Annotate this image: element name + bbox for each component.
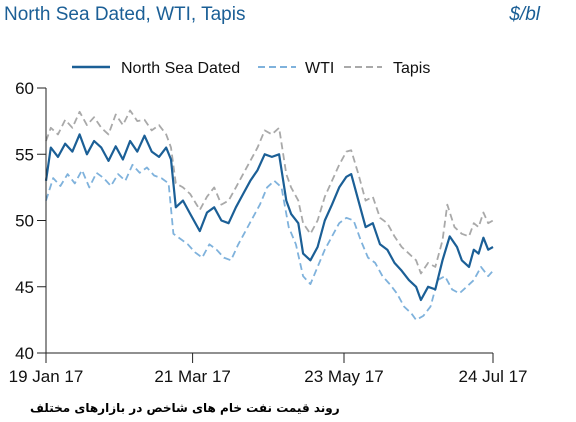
chart-caption: روند قیمت نفت خام های شاخص در بازارهای م… bbox=[30, 401, 340, 415]
legend-label-wti: WTI bbox=[305, 60, 334, 77]
series-line-tapis bbox=[45, 109, 494, 275]
x-tick-label: 23 May 17 bbox=[304, 367, 383, 386]
chart-legend: North Sea Dated WTI Tapis bbox=[72, 60, 430, 77]
y-tick-label: 55 bbox=[15, 145, 34, 164]
line-chart: North Sea Dated WTI Tapis 40 45 50 55 60 19 Jan… bbox=[9, 60, 528, 386]
y-tick-label: 45 bbox=[15, 278, 34, 297]
y-tick-label: 50 bbox=[15, 212, 34, 231]
chart-title: North Sea Dated, WTI, Tapis bbox=[4, 4, 246, 25]
x-tick-label: 21 Mar 17 bbox=[154, 367, 231, 386]
y-tick-label: 40 bbox=[15, 344, 34, 363]
x-tick-label: 24 Jul 17 bbox=[459, 367, 528, 386]
legend-label-tapis: Tapis bbox=[393, 60, 430, 77]
series-layer bbox=[44, 109, 494, 321]
series-line-wti bbox=[45, 163, 494, 321]
unit-label: $/bl bbox=[509, 4, 540, 25]
series-line-north-sea-dated bbox=[44, 133, 494, 302]
legend-label-north-sea-dated: North Sea Dated bbox=[121, 60, 240, 77]
x-tick-label: 19 Jan 17 bbox=[9, 367, 84, 386]
axes-layer: 40 45 50 55 60 19 Jan 17 21 Mar 17 23 May 17 24 … bbox=[9, 79, 528, 386]
y-tick-label: 60 bbox=[15, 79, 34, 98]
